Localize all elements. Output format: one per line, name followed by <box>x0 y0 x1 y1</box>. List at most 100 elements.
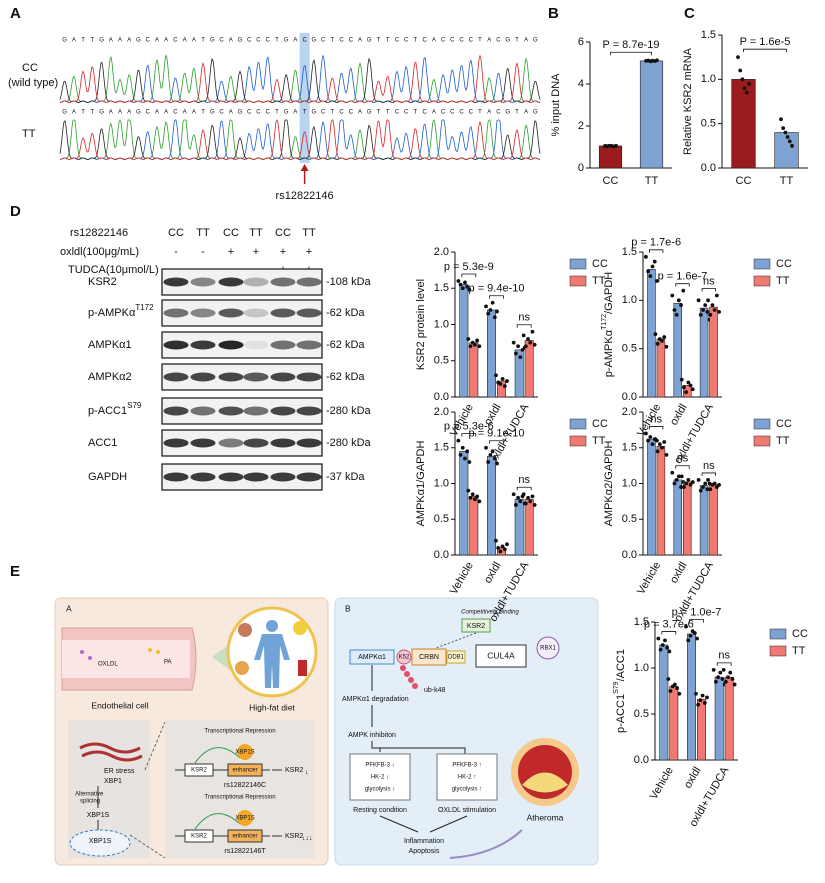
connector <box>144 721 166 771</box>
data-point <box>736 55 740 60</box>
y-axis-label-suffix: /GAPDH <box>603 272 615 314</box>
data-point <box>742 86 747 91</box>
particle <box>80 650 84 654</box>
base-letter: T <box>330 38 334 44</box>
label: XBP1S <box>235 816 254 822</box>
data-point <box>498 549 503 554</box>
base-letter: T <box>386 38 390 44</box>
genotype-note: (wild type) <box>8 77 58 89</box>
data-point <box>676 474 681 479</box>
data-point <box>477 499 482 504</box>
base-letter: A <box>487 110 491 116</box>
data-point <box>523 344 528 349</box>
label: DDB1 <box>448 655 465 661</box>
data-point <box>475 494 480 499</box>
x-tick-label: oxldl <box>682 765 704 791</box>
base-letter: C <box>395 38 400 44</box>
data-point <box>484 445 488 450</box>
comparison-label: p = 3.7e-6 <box>644 618 694 630</box>
data-point <box>696 298 701 303</box>
nucleus <box>69 829 131 857</box>
band <box>218 406 244 416</box>
data-point <box>653 332 658 337</box>
bar <box>656 446 666 556</box>
plaque <box>522 772 568 793</box>
x-tick-label: Vehicle <box>635 560 663 597</box>
band <box>270 438 296 448</box>
comparison-label: ns <box>677 453 689 465</box>
data-point <box>700 693 705 698</box>
base-letter: C <box>459 38 464 44</box>
base-letter: C <box>173 38 178 44</box>
base-letter: T <box>515 110 519 116</box>
x-tick-label: Vehicle <box>448 560 476 597</box>
data-point <box>516 495 520 500</box>
base-letter: C <box>496 110 501 116</box>
label: Resting condition <box>353 807 407 814</box>
base-letter: G <box>238 110 243 116</box>
kda-label: -108 kDa <box>326 276 372 288</box>
y-tick-label: 1.0 <box>701 73 716 85</box>
sub-label: A <box>66 603 72 613</box>
data-point <box>518 355 523 360</box>
data-point <box>528 340 533 345</box>
data-point <box>653 437 658 442</box>
comparison-label: ns <box>518 474 530 486</box>
bar <box>699 485 709 556</box>
data-point <box>496 545 501 550</box>
base-letter: C <box>450 110 455 116</box>
bracket <box>701 472 716 476</box>
base-letter: C <box>219 110 224 116</box>
food <box>235 661 249 675</box>
band <box>190 438 216 448</box>
data-point <box>695 636 699 641</box>
label: Transcriptional Repression <box>204 795 275 801</box>
protein <box>396 649 412 665</box>
base-letter: A <box>192 110 196 116</box>
base-letter: T <box>330 110 334 116</box>
genotype-label: CC <box>22 62 38 74</box>
data-point <box>488 453 493 457</box>
row-label: ACC1 <box>88 437 117 449</box>
label: RBX1 <box>540 646 556 652</box>
bar <box>709 484 718 556</box>
data-point <box>703 303 708 308</box>
bar <box>659 644 669 761</box>
y-tick-label: 6 <box>578 36 584 48</box>
bracket <box>649 426 664 430</box>
band <box>270 277 296 287</box>
lane-label: CC <box>223 227 239 239</box>
data-point <box>711 667 716 672</box>
base-letter: A <box>183 38 187 44</box>
lumen <box>62 640 190 678</box>
label: AMPK inhibiton <box>348 732 396 739</box>
legend-swatch <box>569 418 587 430</box>
label: Inflammation <box>404 838 444 845</box>
data-point <box>747 81 751 86</box>
y-tick-label: 1.0 <box>622 477 637 489</box>
data-point <box>783 130 788 135</box>
comparison-label: p = 5.3e-6 <box>444 421 494 433</box>
data-point <box>502 384 507 389</box>
data-point <box>688 633 693 638</box>
x-tick-label: Vehicle <box>648 765 676 802</box>
lane-label: TT <box>196 227 210 239</box>
y-tick-label: 1.5 <box>434 282 449 294</box>
data-point <box>494 538 498 543</box>
data-point <box>530 329 535 334</box>
data-point <box>716 675 720 680</box>
data-point <box>706 478 710 482</box>
base-letter: G <box>62 110 67 116</box>
loop <box>194 747 241 764</box>
x-tick-label: TT <box>645 175 659 187</box>
protein <box>446 650 466 664</box>
row-label-text: ACC1 <box>88 437 117 449</box>
x-tick-label: TT <box>780 175 794 187</box>
data-point <box>790 143 794 148</box>
row-label-sup: T172 <box>135 303 154 312</box>
y-axis-label: p-AMPKαT172/GAPDH <box>601 272 615 378</box>
base-letter: G <box>505 38 510 44</box>
data-point <box>701 485 705 489</box>
base-letter: T <box>90 110 94 116</box>
